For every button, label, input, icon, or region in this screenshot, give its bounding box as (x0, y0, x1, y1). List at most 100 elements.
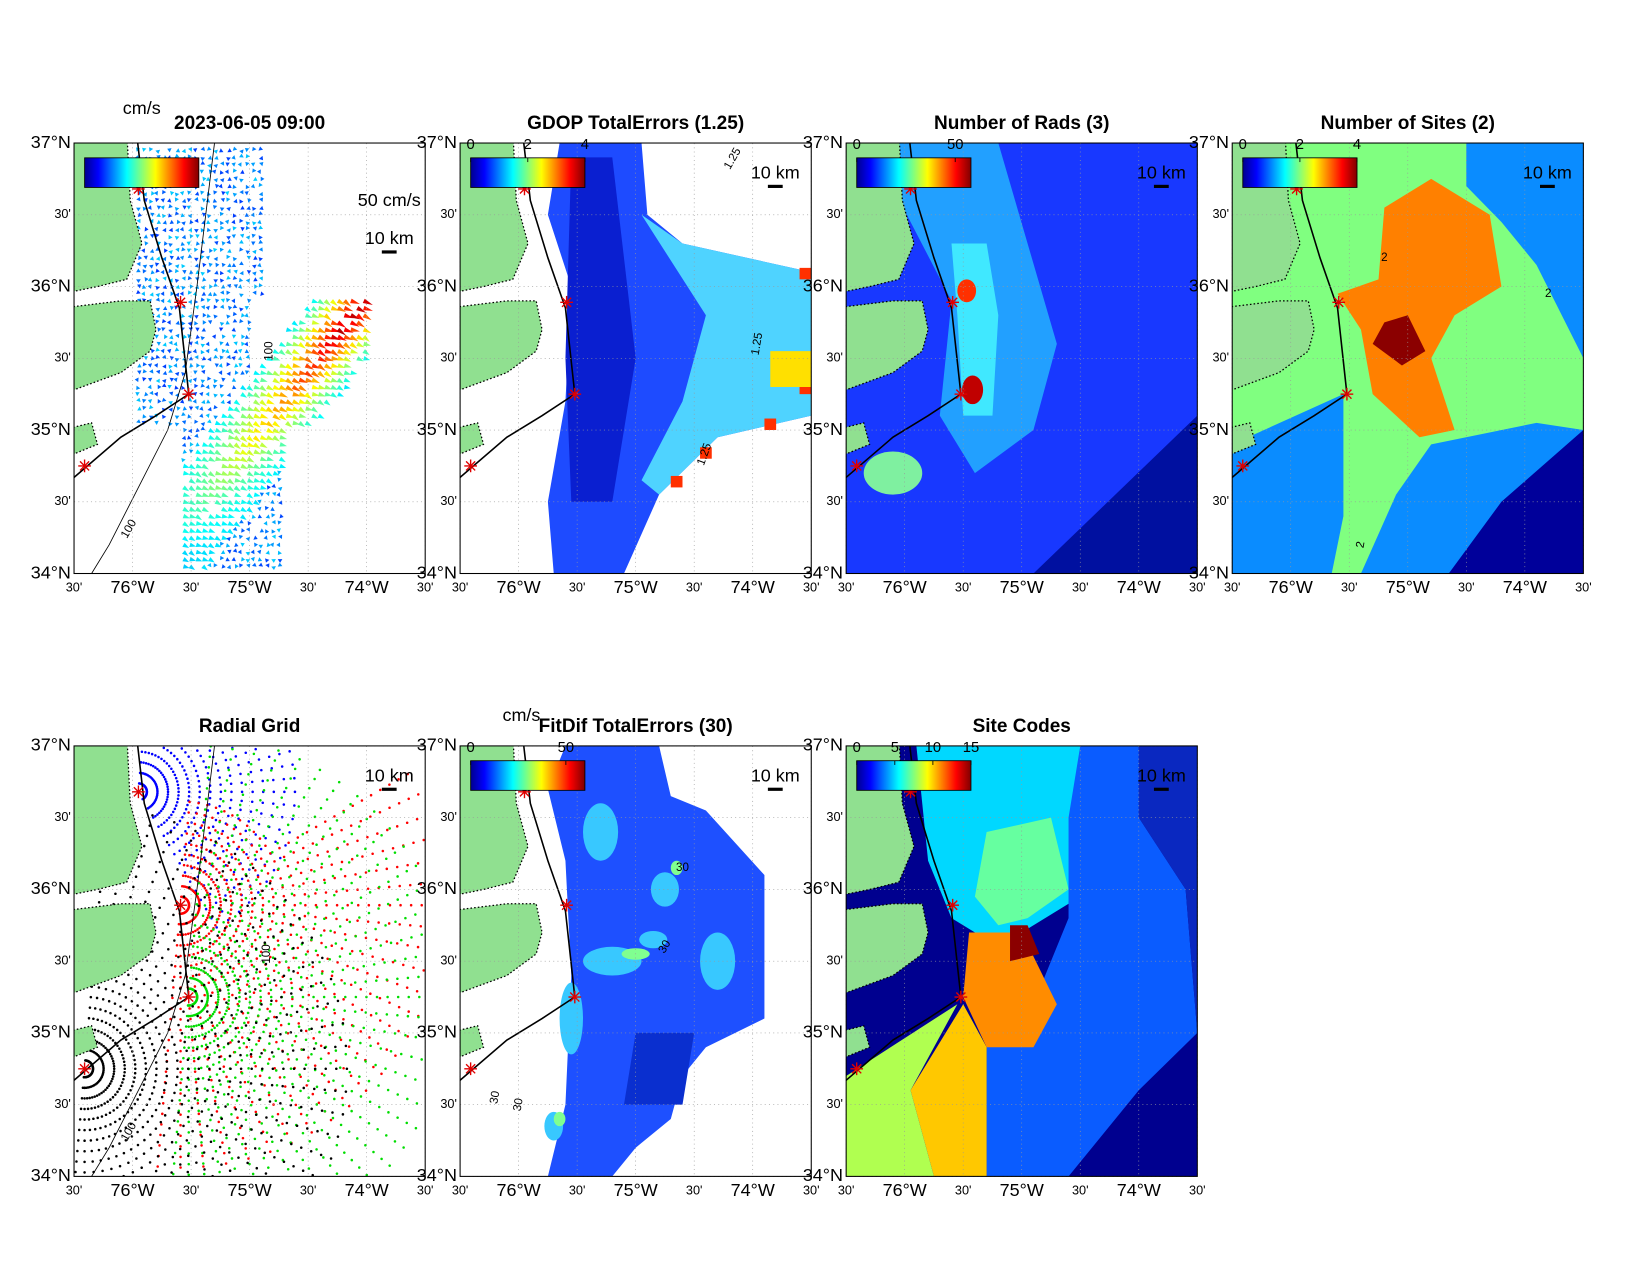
radial-grid-point (217, 1060, 221, 1064)
radial-grid-point (246, 856, 250, 860)
radial-grid-point (142, 1152, 146, 1155)
current-vector (215, 183, 220, 189)
radial-grid-point (135, 977, 138, 981)
current-vector (212, 169, 217, 174)
radial-grid-point (316, 854, 319, 857)
current-vector (250, 162, 256, 167)
radial-grid-point (176, 837, 180, 841)
current-vector (173, 377, 178, 383)
radial-grid-point (409, 903, 413, 907)
radial-grid-point (226, 842, 230, 845)
radial-grid-point (176, 797, 180, 801)
radial-grid-point (263, 1049, 267, 1052)
y-tick-label: 30' (826, 1097, 843, 1111)
radial-grid-point (316, 1129, 319, 1133)
radial-grid-point (291, 884, 295, 887)
radial-grid-point (154, 1061, 158, 1064)
radial-grid-point (270, 1135, 273, 1139)
current-vector (225, 162, 230, 167)
radial-grid-point (405, 1121, 409, 1125)
current-vector (163, 241, 168, 246)
current-vector (221, 485, 229, 491)
radial-grid-point (322, 1156, 325, 1159)
radial-grid-point (179, 944, 182, 947)
radial-grid-point (197, 956, 201, 960)
radial-grid-point (247, 1157, 250, 1160)
radial-grid-point (179, 1081, 182, 1085)
radial-grid-point (210, 862, 214, 865)
radial-grid-point (194, 1145, 197, 1148)
colorbar (856, 157, 972, 188)
radial-grid-point (241, 939, 245, 943)
radial-grid-point (184, 829, 187, 833)
radial-grid-point (221, 829, 225, 833)
current-vector (162, 306, 168, 311)
radial-grid-point (359, 819, 363, 823)
radial-grid-point (164, 1053, 168, 1056)
radial-grid-point (218, 1067, 222, 1071)
radial-grid-point (301, 832, 305, 836)
radial-grid-point (245, 983, 249, 986)
radial-grid-point (234, 928, 238, 931)
radial-grid-point (212, 880, 215, 884)
colorbar-tick-label: 0 (853, 137, 861, 153)
current-vector (272, 427, 281, 434)
radial-grid-point (293, 776, 296, 780)
radial-grid-point (216, 811, 220, 815)
radial-grid-point (314, 949, 318, 952)
radial-grid-point (208, 949, 212, 953)
radial-grid-point (312, 880, 316, 883)
radial-grid-point (253, 929, 256, 933)
radial-grid-point (201, 1077, 205, 1080)
current-vector (202, 320, 207, 325)
radial-grid-point (369, 793, 373, 797)
radial-grid-point (161, 807, 164, 811)
current-vector (239, 293, 244, 298)
radial-grid-point (260, 812, 263, 815)
panel-title: Number of Rads (3) (934, 113, 1109, 134)
radial-grid-point (333, 876, 336, 880)
radial-grid-point (203, 836, 207, 839)
current-vector (266, 370, 275, 376)
radial-grid-point (89, 995, 93, 999)
radial-grid-point (217, 995, 220, 999)
y-tick-label: 34°N (417, 1165, 457, 1185)
contour-label: 100 (260, 944, 273, 964)
radial-grid-point (246, 1161, 249, 1165)
radial-grid-point (257, 891, 260, 894)
radial-grid-point (208, 1041, 212, 1045)
current-vector (213, 347, 218, 352)
x-tick-label: 76°W (110, 577, 154, 597)
radial-grid-point (215, 878, 219, 882)
radial-grid-point (260, 1052, 263, 1055)
radial-grid-point (270, 920, 274, 923)
radial-grid-point (372, 810, 376, 813)
radial-grid-point (295, 1124, 299, 1127)
radial-grid-point (232, 870, 236, 874)
radial-grid-point (221, 751, 225, 754)
radial-grid-point (115, 1028, 119, 1032)
radial-grid-point (255, 878, 258, 882)
radial-grid-point (104, 1021, 108, 1025)
radial-grid-point (223, 878, 226, 882)
radial-grid-point (279, 1032, 282, 1036)
radial-grid-point (200, 1135, 204, 1138)
radial-grid-point (334, 1089, 337, 1092)
radial-grid-point (350, 1109, 353, 1113)
radial-grid-point (127, 1092, 130, 1096)
current-vector (221, 442, 229, 448)
radial-grid-point (182, 1010, 185, 1013)
radial-grid-point (234, 755, 238, 758)
current-vector (149, 369, 154, 374)
radial-grid-point (181, 765, 184, 768)
radial-grid-point (195, 844, 198, 848)
radial-grid-point (232, 873, 235, 876)
current-vector (149, 390, 154, 396)
radial-grid-point (251, 903, 254, 907)
radial-grid-point (378, 885, 381, 889)
current-vector (349, 334, 359, 342)
radial-grid-point (263, 941, 267, 944)
radial-grid-point (179, 1113, 182, 1116)
radial-grid-point (214, 1034, 217, 1038)
radial-grid-point (203, 814, 206, 817)
